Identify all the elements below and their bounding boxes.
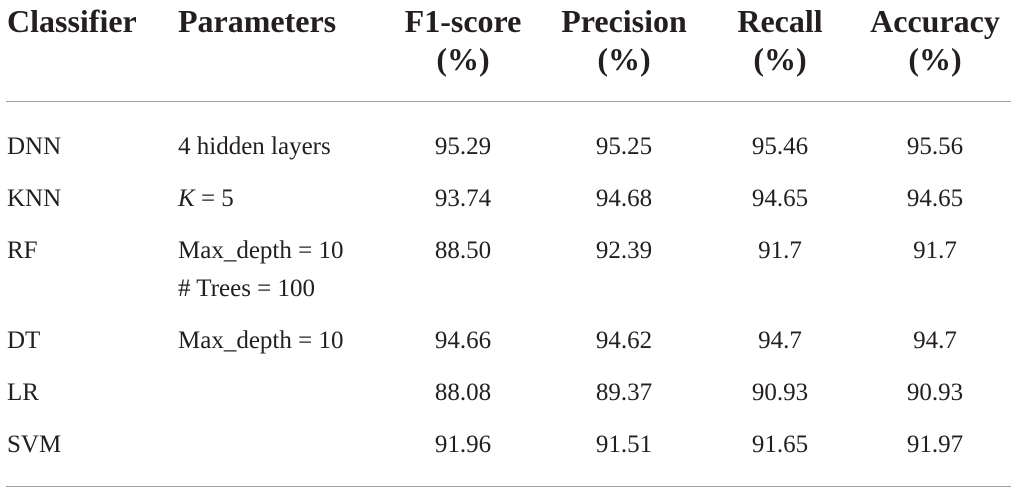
header-precision-label: Precision <box>561 3 687 39</box>
precision-cell: 91.51 <box>595 431 653 458</box>
precision-cell: 94.62 <box>595 327 653 354</box>
header-parameters-label: Parameters <box>178 3 337 39</box>
classifier-cell: DNN <box>7 133 62 160</box>
header-classifier-label: Classifier <box>7 3 137 39</box>
recall-cell: 95.46 <box>751 133 809 160</box>
header-precision-unit: (%) <box>597 41 651 77</box>
accuracy-cell: 94.7 <box>913 327 957 354</box>
precision-cell: 89.37 <box>595 379 653 406</box>
accuracy-cell: 91.97 <box>906 431 964 458</box>
parameter-cell: Max_depth = 10 <box>178 327 344 354</box>
f1-cell: 88.50 <box>434 237 492 264</box>
accuracy-cell: 90.93 <box>906 379 964 406</box>
header-f1-score-unit: (%) <box>436 41 490 77</box>
accuracy-cell: 94.65 <box>906 185 964 212</box>
accuracy-cell: 95.56 <box>906 133 964 160</box>
header-recall-label: Recall <box>737 3 823 39</box>
parameter-cell-second-line: # Trees = 100 <box>178 275 316 302</box>
classifier-cell: DT <box>7 327 41 354</box>
parameter-cell: Max_depth = 10 <box>178 237 344 264</box>
header-accuracy: Accuracy (%) <box>860 2 1010 78</box>
recall-cell: 91.65 <box>751 431 809 458</box>
header-recall-unit: (%) <box>753 41 807 77</box>
classifier-cell: KNN <box>7 185 62 212</box>
header-accuracy-label: Accuracy <box>870 3 1000 39</box>
header-f1-score: F1-score (%) <box>388 2 538 78</box>
precision-cell: 94.68 <box>595 185 653 212</box>
f1-cell: 93.74 <box>434 185 492 212</box>
header-f1-score-label: F1-score <box>404 3 522 39</box>
precision-cell: 95.25 <box>595 133 653 160</box>
accuracy-cell: 91.7 <box>913 237 957 264</box>
f1-cell: 88.08 <box>434 379 492 406</box>
parameter-cell: 4 hidden layers <box>178 133 331 160</box>
parameter-variable: K <box>178 185 195 212</box>
f1-cell: 95.29 <box>434 133 492 160</box>
recall-cell: 94.7 <box>758 327 802 354</box>
recall-cell: 91.7 <box>758 237 802 264</box>
parameter-cell: K = 5 <box>178 185 234 212</box>
header-parameters: Parameters <box>178 2 336 40</box>
classifier-cell: RF <box>7 237 38 264</box>
header-classifier: Classifier <box>7 2 137 40</box>
header-rule <box>6 101 1011 102</box>
classifier-cell: SVM <box>7 431 62 458</box>
f1-cell: 94.66 <box>434 327 492 354</box>
recall-cell: 90.93 <box>751 379 809 406</box>
classifier-cell: LR <box>7 379 39 406</box>
f1-cell: 91.96 <box>434 431 492 458</box>
header-accuracy-unit: (%) <box>908 41 962 77</box>
footer-rule <box>6 486 1011 487</box>
header-recall: Recall (%) <box>705 2 855 78</box>
recall-cell: 94.65 <box>751 185 809 212</box>
header-precision: Precision (%) <box>549 2 699 78</box>
precision-cell: 92.39 <box>595 237 653 264</box>
